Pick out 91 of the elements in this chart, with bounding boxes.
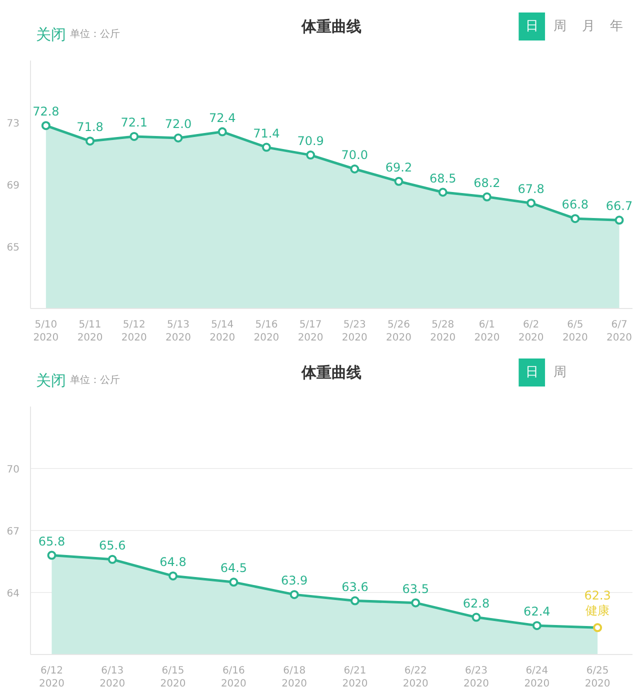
chart-title: 体重曲线 xyxy=(300,18,362,36)
x-tick-label: 5/17 2020 xyxy=(298,320,324,344)
point xyxy=(614,216,624,225)
point xyxy=(526,198,536,208)
x-tick-label: 6/5 2020 xyxy=(562,320,588,344)
data-label: 72.8 xyxy=(32,104,60,119)
data-label: 70.0 xyxy=(341,148,368,162)
x-tick-label: 6/16 2020 xyxy=(220,666,246,690)
data-label: 63.5 xyxy=(402,582,429,596)
point xyxy=(47,550,56,560)
data-label: 66.8 xyxy=(562,198,589,212)
point xyxy=(350,596,360,606)
point xyxy=(229,578,238,587)
x-tick-label: 6/7 2020 xyxy=(606,320,632,344)
y-tick-label: 65 xyxy=(6,242,20,254)
x-tick-label: 6/23 2020 xyxy=(464,666,489,690)
point xyxy=(86,136,95,146)
text: 周 xyxy=(554,365,567,380)
x-tick-label: 6/22 2020 xyxy=(402,666,428,690)
data-label: 63.6 xyxy=(342,580,368,594)
point xyxy=(306,150,316,160)
x-tick-label: 5/10 2020 xyxy=(33,320,59,344)
x-tick-label: 5/11 2020 xyxy=(77,320,103,344)
point xyxy=(108,554,117,564)
text: 关闭 xyxy=(36,26,66,44)
point xyxy=(532,621,542,630)
data-label: 72.4 xyxy=(208,110,236,125)
point xyxy=(394,176,404,186)
y-tick-label: 73 xyxy=(6,118,20,130)
text: 周 xyxy=(554,19,567,34)
x-tick-label: 5/12 2020 xyxy=(121,320,147,344)
point xyxy=(482,192,492,202)
x-tick-label: 5/14 2020 xyxy=(210,320,236,344)
x-tick-label: 5/23 2020 xyxy=(342,320,368,344)
data-label: 62.3 xyxy=(584,588,611,603)
chart-title: 体重曲线 xyxy=(300,364,362,382)
x-tick-label: 5/28 2020 xyxy=(430,320,456,344)
x-tick-label: 6/18 2020 xyxy=(282,666,308,690)
x-tick-label: 6/2 2020 xyxy=(518,320,544,344)
data-label: 62.4 xyxy=(524,604,550,619)
data-label: 72.1 xyxy=(120,115,148,130)
data-label: 70.9 xyxy=(297,134,324,148)
point xyxy=(41,121,50,130)
point xyxy=(168,571,178,580)
y-tick-label: 64 xyxy=(6,588,20,600)
x-tick-label: 6/12 2020 xyxy=(39,666,64,690)
point xyxy=(593,623,602,632)
point xyxy=(174,134,183,142)
x-tick-label: 6/15 2020 xyxy=(160,666,186,690)
text: 日 xyxy=(525,19,538,34)
text: 月 xyxy=(582,19,595,34)
data-label: 72.0 xyxy=(164,117,192,131)
x-tick-label: 5/16 2020 xyxy=(254,320,280,344)
x-tick-label: 5/26 2020 xyxy=(386,320,412,344)
x-tick-label: 6/24 2020 xyxy=(524,666,550,690)
x-tick-label: 5/13 2020 xyxy=(166,320,191,344)
point xyxy=(570,214,580,224)
x-tick-label: 6/13 2020 xyxy=(100,666,126,690)
chart-subtitle: 单位：公斤 xyxy=(70,374,120,386)
data-label: 64.8 xyxy=(160,554,186,569)
text: 年 xyxy=(610,19,624,34)
data-label: 68.5 xyxy=(430,171,456,186)
y-tick-label: 69 xyxy=(6,180,20,192)
text: 关闭 xyxy=(36,372,66,390)
point xyxy=(438,188,448,197)
data-label: 67.8 xyxy=(518,182,544,196)
point xyxy=(472,612,481,622)
data-label: 68.2 xyxy=(474,176,500,190)
data-label: 71.8 xyxy=(76,120,104,134)
data-label: 63.9 xyxy=(280,574,308,588)
x-tick-label: 6/1 2020 xyxy=(474,320,500,344)
point xyxy=(350,164,360,174)
text: 日 xyxy=(525,365,538,380)
chart-subtitle: 单位：公斤 xyxy=(70,28,120,40)
point xyxy=(218,127,227,136)
y-tick-label: 70 xyxy=(6,464,20,476)
point xyxy=(262,142,271,152)
annotation: 健康 xyxy=(586,604,610,618)
data-label: 65.6 xyxy=(99,538,126,552)
x-tick-label: 6/21 2020 xyxy=(342,666,368,690)
point xyxy=(290,590,299,600)
data-label: 62.8 xyxy=(462,596,490,610)
x-tick-label: 6/25 2020 xyxy=(584,666,610,690)
data-label: 65.8 xyxy=(38,534,66,548)
data-label: 71.4 xyxy=(253,126,280,140)
data-label: 66.7 xyxy=(606,199,633,214)
point xyxy=(130,132,139,141)
point xyxy=(411,598,420,608)
data-label: 64.5 xyxy=(220,561,248,576)
data-label: 69.2 xyxy=(385,160,412,174)
y-tick-label: 67 xyxy=(6,526,20,538)
